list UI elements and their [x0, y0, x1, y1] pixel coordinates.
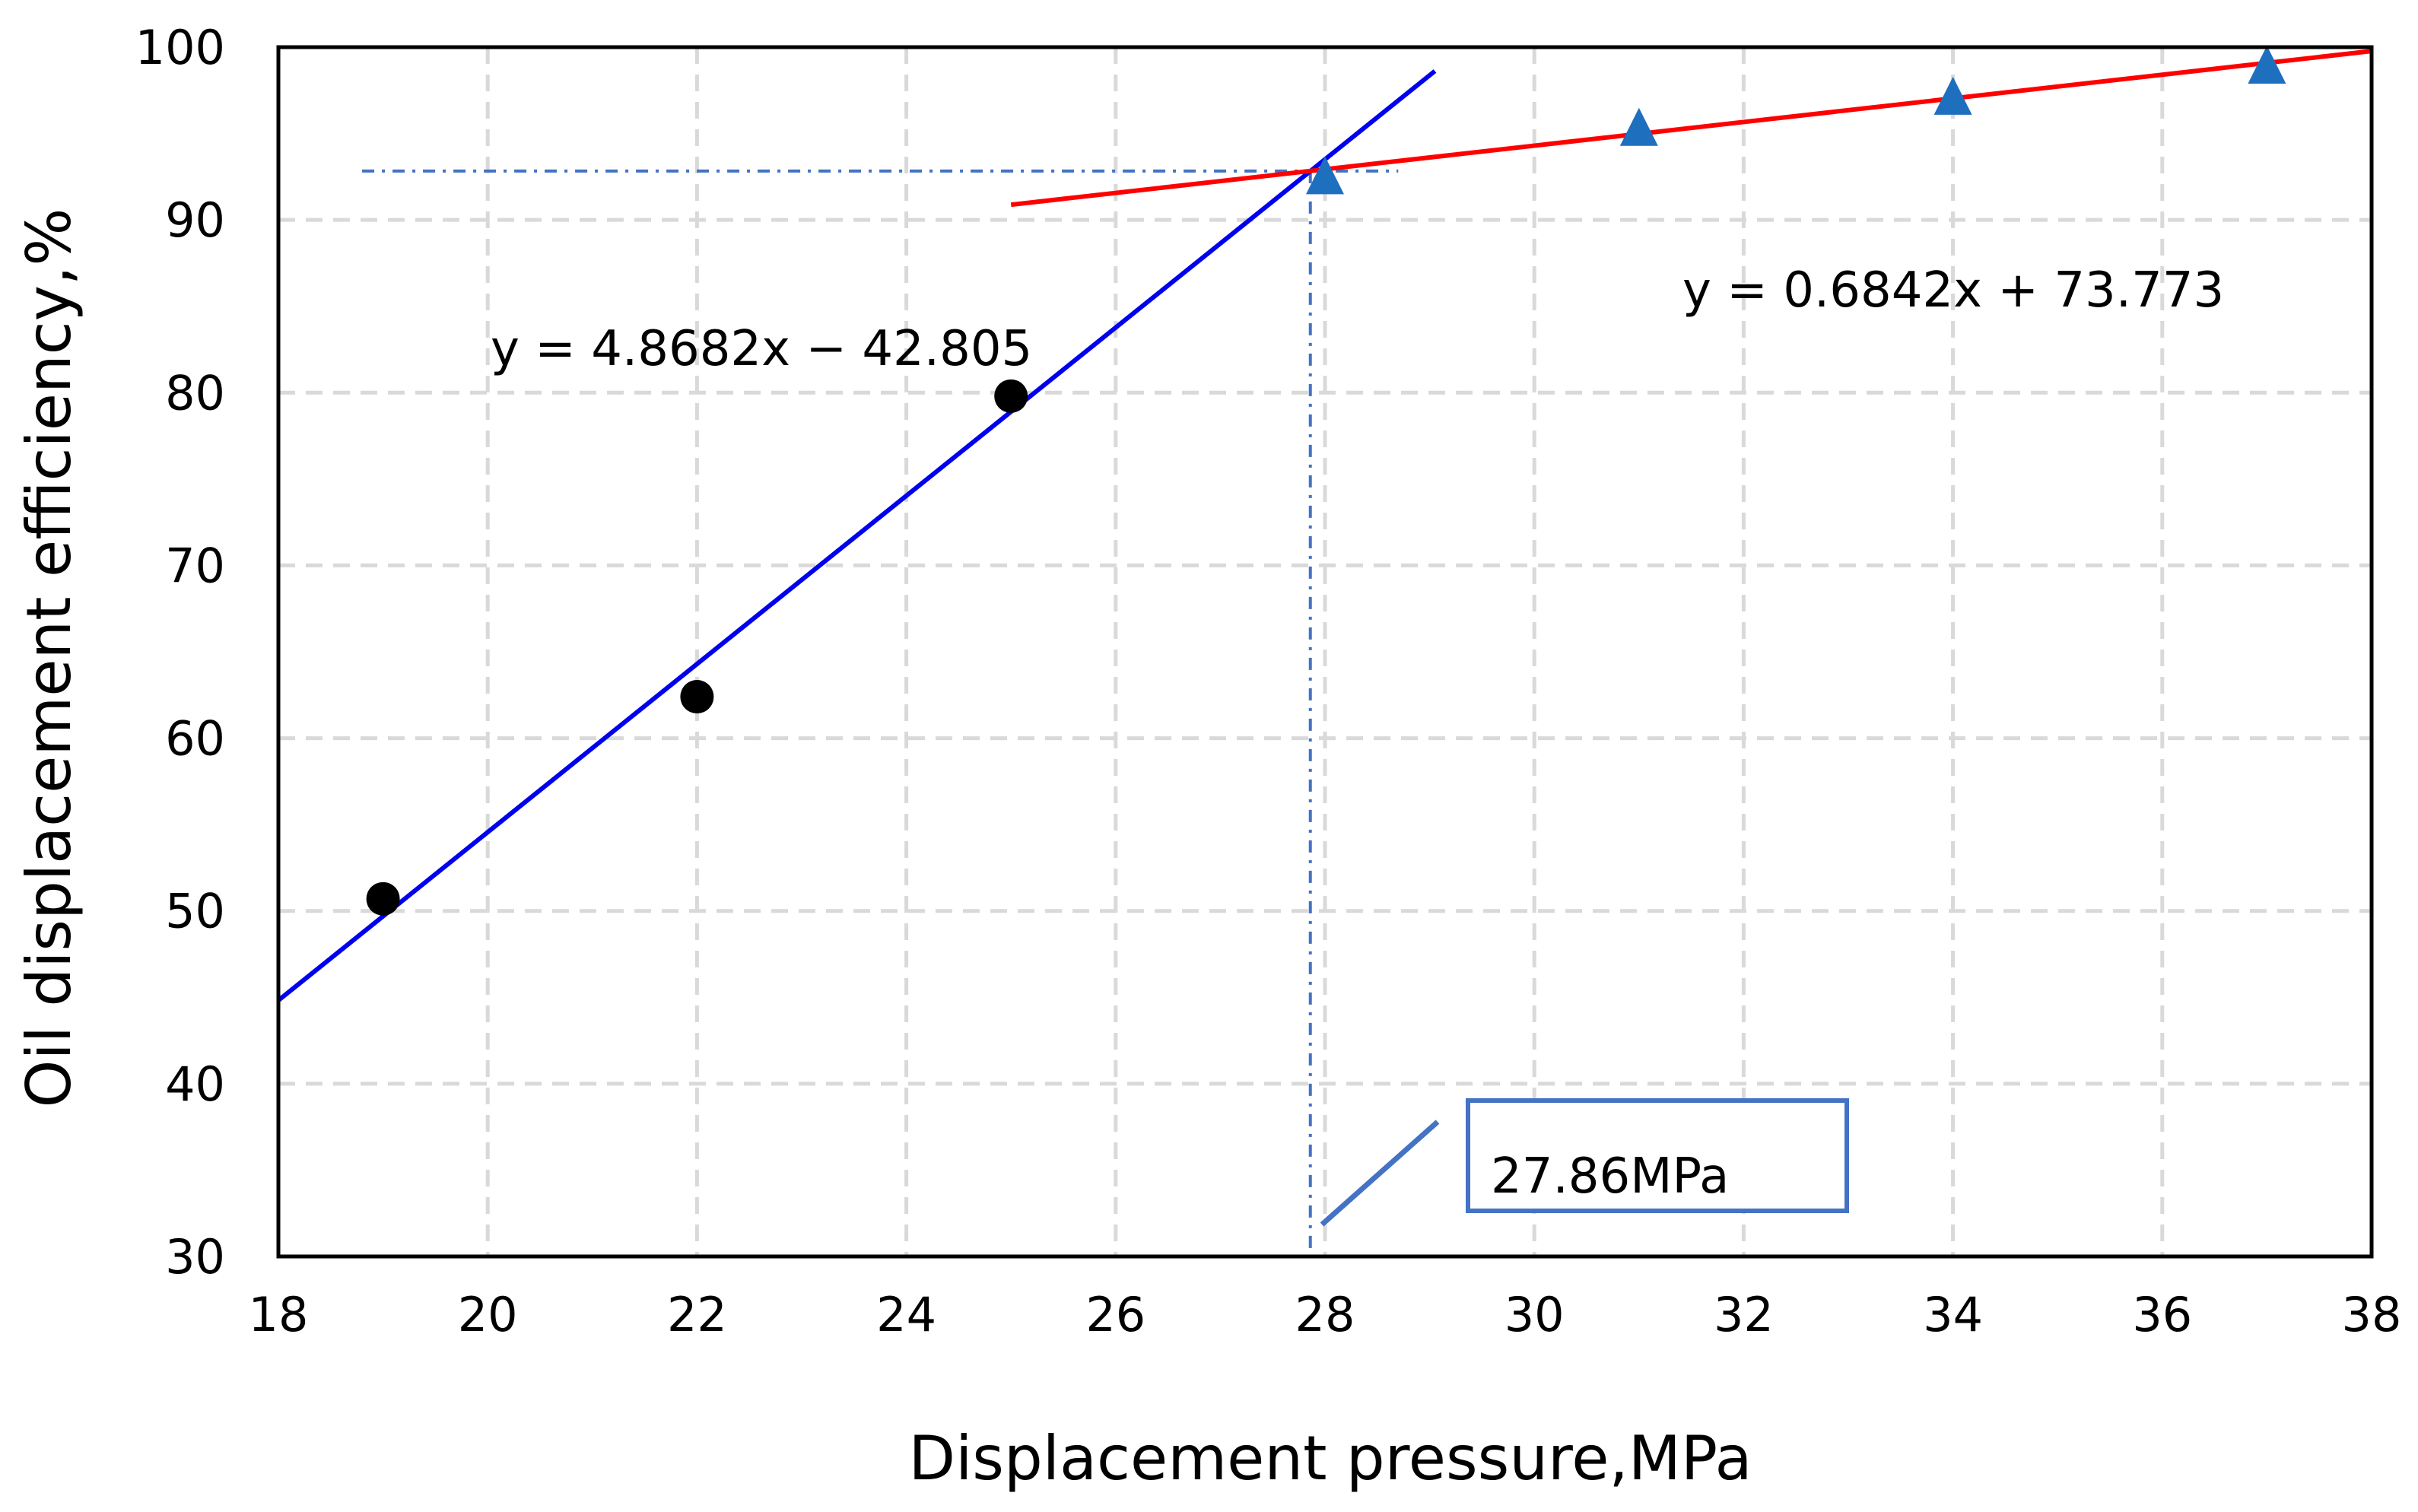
data-point-circle: [680, 680, 714, 714]
intersection-guides: [362, 169, 1399, 1256]
x-tick-label: 38: [2342, 1287, 2402, 1342]
data-point-triangle: [1619, 107, 1658, 146]
data-point-triangle: [1306, 156, 1344, 195]
x-tick-label: 26: [1085, 1287, 1145, 1342]
data-points: [366, 45, 2286, 916]
y-tick-label: 70: [165, 538, 225, 593]
intersection-callout: 27.86MPa: [1320, 1098, 1849, 1227]
x-tick-label: 28: [1295, 1287, 1355, 1342]
y-tick-label: 50: [165, 884, 225, 939]
y-tick-label: 100: [135, 20, 225, 75]
y-tick-label: 60: [165, 711, 225, 767]
x-tick-label: 20: [458, 1287, 518, 1342]
callout-box: [1466, 1098, 1849, 1213]
y-tick-label: 30: [165, 1229, 225, 1285]
data-point-triangle: [1933, 76, 1972, 115]
trendline-fit-low: [277, 69, 1437, 1002]
callout-label: 27.86MPa: [1491, 1148, 1729, 1205]
x-tick-label: 32: [1714, 1287, 1774, 1342]
x-tick-label: 34: [1923, 1287, 1983, 1342]
x-tick-label: 18: [249, 1287, 309, 1342]
x-tick-label: 22: [667, 1287, 727, 1342]
y-axis-title: Oil displacement efficiency,%: [14, 208, 84, 1108]
equation-low: y = 4.8682x − 42.805: [491, 321, 1032, 377]
x-tick-label: 24: [876, 1287, 936, 1342]
x-tick-label: 36: [2132, 1287, 2192, 1342]
x-axis-title: Displacement pressure,MPa: [908, 1423, 1752, 1494]
x-axis-ticks: 18 20 22 24 26 28 30 32 34 36 38: [249, 1287, 2402, 1342]
gridlines: [278, 47, 2372, 1256]
y-tick-label: 90: [165, 192, 225, 248]
equation-high: y = 0.6842x + 73.773: [1682, 262, 2224, 319]
y-axis-ticks: 30 40 50 60 70 80 90 100: [135, 20, 225, 1285]
data-point-triangle: [2248, 45, 2286, 84]
y-tick-label: 40: [165, 1056, 225, 1112]
trendline-fit-high: [1010, 49, 2372, 208]
trendlines: [277, 49, 2372, 1002]
x-tick-label: 30: [1504, 1287, 1565, 1342]
plot-area-border: [276, 45, 2374, 1259]
callout-leader-line: [1320, 1120, 1440, 1227]
y-tick-label: 80: [165, 365, 225, 421]
data-point-circle: [994, 379, 1028, 413]
data-point-circle: [366, 881, 400, 916]
